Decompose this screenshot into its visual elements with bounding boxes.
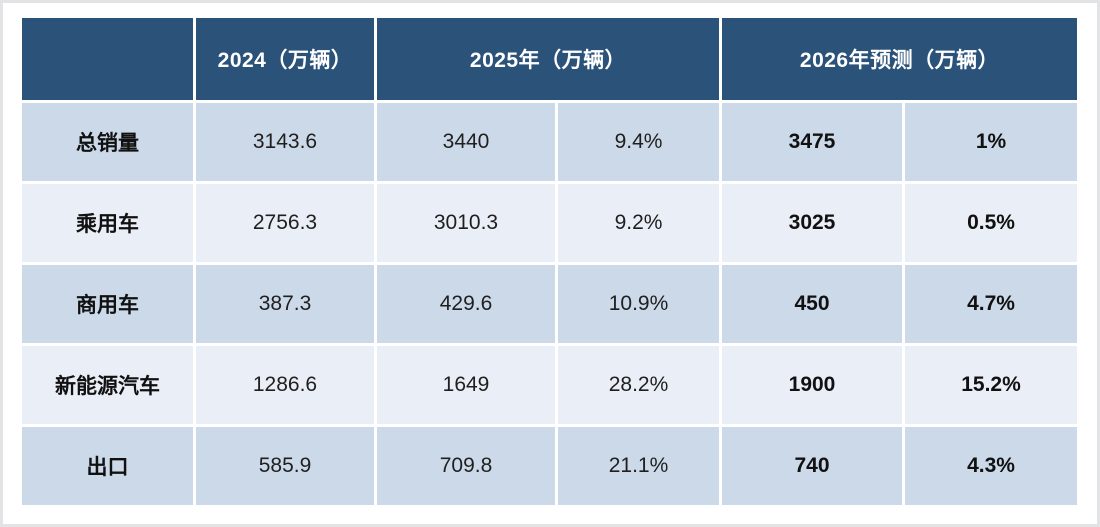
header-2024: 2024（万辆） — [196, 18, 374, 100]
data-table: 2024（万辆） 2025年（万辆） 2026年预测（万辆） 总销量 3143.… — [19, 15, 1080, 508]
growth-2026: 4.7% — [905, 265, 1077, 343]
growth-2026: 15.2% — [905, 346, 1077, 424]
value-2025: 709.8 — [377, 427, 555, 505]
value-2026: 740 — [722, 427, 902, 505]
value-2024: 2756.3 — [196, 184, 374, 262]
row-label: 新能源汽车 — [22, 346, 193, 424]
row-label: 商用车 — [22, 265, 193, 343]
value-2024: 387.3 — [196, 265, 374, 343]
header-2025: 2025年（万辆） — [377, 18, 719, 100]
value-2026: 3025 — [722, 184, 902, 262]
growth-2025: 9.2% — [558, 184, 719, 262]
value-2024: 585.9 — [196, 427, 374, 505]
table-header-row: 2024（万辆） 2025年（万辆） 2026年预测（万辆） — [22, 18, 1077, 100]
growth-2025: 21.1% — [558, 427, 719, 505]
value-2026: 1900 — [722, 346, 902, 424]
growth-2026: 1% — [905, 103, 1077, 181]
value-2026: 450 — [722, 265, 902, 343]
table-row-commercial-vehicles: 商用车 387.3 429.6 10.9% 450 4.7% — [22, 265, 1077, 343]
growth-2025: 10.9% — [558, 265, 719, 343]
value-2026: 3475 — [722, 103, 902, 181]
table-row-total-sales: 总销量 3143.6 3440 9.4% 3475 1% — [22, 103, 1077, 181]
row-label: 总销量 — [22, 103, 193, 181]
value-2025: 1649 — [377, 346, 555, 424]
table-row-passenger-vehicles: 乘用车 2756.3 3010.3 9.2% 3025 0.5% — [22, 184, 1077, 262]
growth-2025: 9.4% — [558, 103, 719, 181]
header-blank — [22, 18, 193, 100]
table-row-new-energy-vehicles: 新能源汽车 1286.6 1649 28.2% 1900 15.2% — [22, 346, 1077, 424]
growth-2026: 0.5% — [905, 184, 1077, 262]
value-2024: 1286.6 — [196, 346, 374, 424]
header-2026-forecast: 2026年预测（万辆） — [722, 18, 1077, 100]
row-label: 出口 — [22, 427, 193, 505]
value-2024: 3143.6 — [196, 103, 374, 181]
value-2025: 429.6 — [377, 265, 555, 343]
growth-2026: 4.3% — [905, 427, 1077, 505]
table-row-exports: 出口 585.9 709.8 21.1% 740 4.3% — [22, 427, 1077, 505]
growth-2025: 28.2% — [558, 346, 719, 424]
value-2025: 3010.3 — [377, 184, 555, 262]
row-label: 乘用车 — [22, 184, 193, 262]
value-2025: 3440 — [377, 103, 555, 181]
